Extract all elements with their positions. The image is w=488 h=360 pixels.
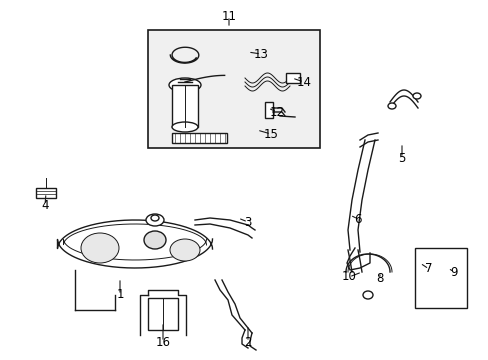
Text: 3: 3 xyxy=(244,216,251,229)
Text: 11: 11 xyxy=(221,9,236,23)
Text: 7: 7 xyxy=(425,262,432,275)
Bar xyxy=(36,188,56,198)
Ellipse shape xyxy=(172,122,198,132)
Text: 12: 12 xyxy=(269,105,284,118)
Text: 14: 14 xyxy=(296,76,311,89)
Bar xyxy=(148,298,178,330)
Ellipse shape xyxy=(143,231,165,249)
Text: 10: 10 xyxy=(341,270,356,284)
Ellipse shape xyxy=(387,103,395,109)
Ellipse shape xyxy=(151,215,159,221)
Bar xyxy=(264,102,272,118)
Text: 8: 8 xyxy=(376,273,383,285)
Ellipse shape xyxy=(169,78,201,92)
Text: 15: 15 xyxy=(263,127,278,140)
Text: 9: 9 xyxy=(449,266,457,279)
Text: 4: 4 xyxy=(41,198,49,212)
Bar xyxy=(172,133,226,143)
Text: 13: 13 xyxy=(253,48,268,60)
Text: 16: 16 xyxy=(155,336,170,348)
Ellipse shape xyxy=(362,291,372,299)
Ellipse shape xyxy=(81,233,119,263)
Bar xyxy=(172,85,198,127)
Text: 1: 1 xyxy=(116,288,123,302)
Text: 5: 5 xyxy=(398,152,405,165)
Text: 2: 2 xyxy=(244,336,251,348)
Bar xyxy=(414,248,466,308)
Ellipse shape xyxy=(146,214,163,226)
Ellipse shape xyxy=(170,239,200,261)
Bar xyxy=(148,30,319,148)
Ellipse shape xyxy=(412,93,420,99)
Bar xyxy=(285,73,299,83)
Text: 6: 6 xyxy=(353,212,361,225)
